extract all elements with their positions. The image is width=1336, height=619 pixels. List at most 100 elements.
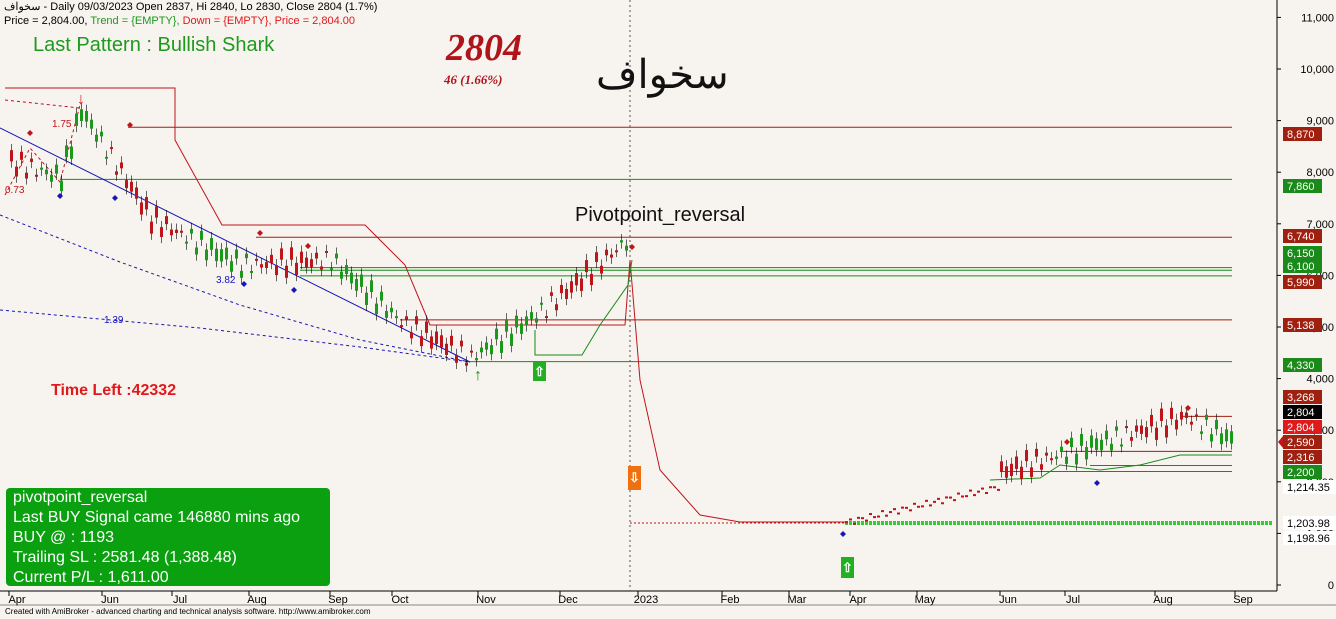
y-tick-label: 11,000 — [1301, 12, 1334, 24]
candle — [160, 227, 163, 237]
candle — [395, 316, 398, 319]
candle — [155, 206, 158, 218]
candle — [969, 489, 972, 492]
candle — [70, 146, 73, 159]
y-tick-label: 7,000 — [1306, 219, 1334, 231]
candle — [370, 280, 373, 293]
candle — [10, 150, 13, 162]
candle — [35, 174, 38, 177]
candle — [937, 497, 940, 500]
candle — [435, 331, 438, 344]
candle — [300, 251, 303, 263]
candle — [1195, 414, 1198, 417]
candle — [1230, 431, 1233, 444]
candle — [235, 249, 238, 259]
level-badge — [1283, 390, 1322, 404]
y-tick-label: 8,000 — [1306, 167, 1334, 179]
x-tick-label: Apr — [849, 594, 866, 606]
candle — [500, 341, 503, 353]
candle — [335, 253, 338, 259]
candle — [95, 134, 98, 142]
pivot-diamond — [27, 130, 33, 136]
pivot-diamond — [1094, 480, 1100, 486]
trend-line — [0, 127, 471, 363]
candle — [1215, 419, 1218, 430]
candle — [105, 156, 108, 159]
candle — [921, 505, 924, 508]
candle — [1035, 448, 1038, 457]
candle — [1175, 419, 1178, 430]
candle — [315, 252, 318, 259]
candle — [55, 164, 58, 174]
level-badge-label: 2,200 — [1287, 467, 1315, 479]
candle — [1130, 437, 1133, 441]
candle — [1085, 447, 1088, 460]
level-badge — [1283, 229, 1322, 243]
pivot-diamond — [57, 193, 63, 199]
candle — [515, 315, 518, 328]
pattern-ratio-label: 0.73 — [5, 185, 25, 196]
candle — [1015, 456, 1018, 469]
candle — [1170, 407, 1173, 419]
candle — [165, 216, 168, 225]
candle — [460, 340, 463, 347]
candle — [175, 229, 178, 233]
harmonic-pattern-2 — [4, 99, 81, 109]
candle — [40, 167, 43, 170]
candle — [330, 268, 333, 271]
candle — [849, 518, 852, 521]
header-down: Down = {EMPTY}, — [182, 15, 275, 27]
candle — [869, 513, 872, 516]
candle — [1190, 421, 1193, 425]
candle — [857, 516, 860, 519]
candle — [380, 291, 383, 301]
candle — [917, 505, 920, 508]
candle — [981, 487, 984, 490]
credit-text: Created with AmiBroker - advanced charti… — [5, 607, 371, 616]
candle — [1160, 408, 1163, 421]
candle — [560, 284, 563, 294]
candle — [905, 506, 908, 509]
candle — [1065, 456, 1068, 464]
candle — [545, 316, 548, 319]
price-change: 46 (1.66%) — [444, 72, 503, 87]
trailing-stop-green — [534, 259, 633, 356]
current-price-marker — [1278, 436, 1283, 448]
indicator-title: Pivotpoint_reversal — [575, 204, 746, 226]
candle — [120, 162, 123, 169]
pattern-ratio-label: 1.75 — [52, 119, 72, 130]
candle — [425, 321, 428, 333]
candle — [240, 270, 243, 278]
candle — [1115, 426, 1118, 431]
candle — [275, 265, 278, 276]
candle — [480, 347, 483, 353]
candle — [1025, 450, 1028, 462]
level-badge-label: 3,268 — [1287, 392, 1315, 404]
candle — [909, 509, 912, 512]
candle — [445, 343, 448, 355]
candle — [360, 274, 363, 287]
pivot-diamond — [840, 531, 846, 537]
level-badge — [1283, 531, 1336, 545]
candle — [255, 258, 258, 261]
candle — [1050, 458, 1053, 461]
level-badge — [1283, 480, 1336, 494]
candle — [340, 271, 343, 279]
candle — [570, 281, 573, 293]
candle — [75, 113, 78, 126]
pivot-diamond — [305, 243, 311, 249]
x-tick-label: Jun — [101, 594, 119, 606]
level-badge-label: 1,198.96 — [1287, 533, 1330, 545]
candle — [615, 250, 618, 253]
candle — [505, 319, 508, 332]
candle — [1150, 414, 1153, 427]
x-tick-label: Mar — [788, 594, 807, 606]
candle — [450, 335, 453, 346]
candle — [470, 350, 473, 353]
candle — [125, 180, 128, 189]
candle — [215, 248, 218, 262]
candle — [185, 241, 188, 244]
candle — [495, 328, 498, 340]
candle — [295, 262, 298, 275]
pivot-diamond — [629, 244, 635, 250]
